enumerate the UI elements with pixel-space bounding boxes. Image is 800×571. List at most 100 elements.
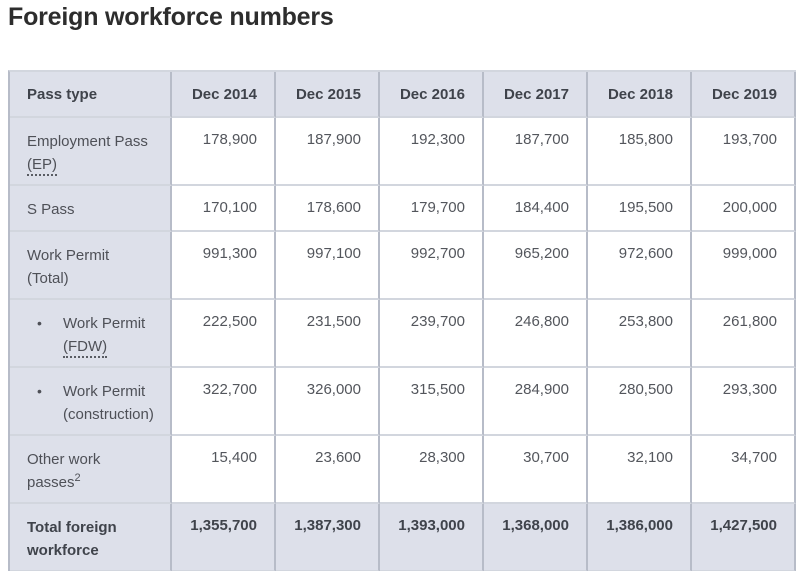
bullet-icon: •: [37, 383, 42, 399]
value-cell-dec-2016: 179,700: [380, 186, 484, 232]
table-row-work-permit-fdw: • Work Permit (FDW) 222,500 231,500 239,700 24…: [10, 300, 796, 368]
abbreviation-ep[interactable]: (EP): [27, 156, 57, 176]
row-label-line: (FDW): [63, 335, 160, 358]
row-label-cell: • Work Permit (construction): [10, 368, 172, 436]
value-cell-dec-2014: 222,500: [172, 300, 276, 368]
value-cell-dec-2019: 1,427,500: [692, 504, 796, 571]
row-label-cell: • Work Permit (FDW): [10, 300, 172, 368]
row-label-lines: S Pass: [27, 198, 160, 221]
column-header-dec-2014: Dec 2014: [172, 72, 276, 118]
value-cell-dec-2017: 184,400: [484, 186, 588, 232]
value-cell-dec-2019: 261,800: [692, 300, 796, 368]
row-label: • Work Permit (FDW): [27, 312, 160, 358]
column-header-dec-2019: Dec 2019: [692, 72, 796, 118]
value-cell-dec-2015: 326,000: [276, 368, 380, 436]
page-title: Foreign workforce numbers: [8, 3, 334, 31]
value-cell-dec-2017: 30,700: [484, 436, 588, 504]
row-label-line: (Total): [27, 267, 160, 290]
bullet-icon: •: [37, 315, 42, 331]
row-label-text: Work Permit: [63, 315, 146, 332]
row-label-text: Employment Pass: [27, 133, 148, 150]
row-label-cell: Other work passes2: [10, 436, 172, 504]
row-label-line: (construction): [63, 403, 160, 426]
row-label: Other work passes2: [27, 448, 160, 494]
row-label: Employment Pass (EP): [27, 130, 160, 176]
value-cell-dec-2018: 1,386,000: [588, 504, 692, 571]
value-cell-dec-2019: 999,000: [692, 232, 796, 300]
column-header-dec-2016: Dec 2016: [380, 72, 484, 118]
row-label-line: Total foreign: [27, 516, 160, 539]
row-label: Work Permit (Total): [27, 244, 160, 290]
column-header-dec-2017: Dec 2017: [484, 72, 588, 118]
value-cell-dec-2017: 1,368,000: [484, 504, 588, 571]
row-label-line: workforce: [27, 539, 160, 562]
table-row-employment-pass-ep: Employment Pass (EP) 178,900 187,900 192,300…: [10, 118, 796, 186]
row-label: Total foreign workforce: [27, 516, 160, 562]
value-cell-dec-2019: 293,300: [692, 368, 796, 436]
row-label-text: workforce: [27, 542, 99, 559]
row-label-line: Other work: [27, 448, 160, 471]
row-label-line: passes2: [27, 471, 160, 494]
row-label-text: Work Permit: [63, 383, 146, 400]
table-header-row: Pass type Dec 2014 Dec 2015 Dec 2016 Dec 201…: [10, 72, 796, 118]
row-label-lines: Employment Pass (EP): [27, 130, 160, 176]
table-total-row: Total foreign workforce 1,355,700 1,387,300…: [10, 504, 796, 571]
value-cell-dec-2018: 32,100: [588, 436, 692, 504]
row-label-text: S Pass: [27, 201, 75, 218]
table-body: Employment Pass (EP) 178,900 187,900 192,300…: [10, 118, 796, 571]
row-label-text: Total foreign: [27, 519, 117, 536]
table-row-work-permit-construction: • Work Permit (construction) 322,700 326,000…: [10, 368, 796, 436]
value-cell-dec-2016: 315,500: [380, 368, 484, 436]
row-label-text: Work Permit: [27, 247, 110, 264]
value-cell-dec-2017: 284,900: [484, 368, 588, 436]
row-label: • Work Permit (construction): [27, 380, 160, 426]
row-label-cell: Total foreign workforce: [10, 504, 172, 571]
value-cell-dec-2014: 991,300: [172, 232, 276, 300]
value-cell-dec-2016: 192,300: [380, 118, 484, 186]
column-header-dec-2018: Dec 2018: [588, 72, 692, 118]
row-label: S Pass: [27, 198, 160, 221]
table-row-s-pass: S Pass 170,100 178,600 179,700 184,400 195,50…: [10, 186, 796, 232]
foreign-workforce-table: Pass type Dec 2014 Dec 2015 Dec 2016 Dec 201…: [8, 70, 796, 571]
value-cell-dec-2019: 193,700: [692, 118, 796, 186]
footnote-marker: 2: [74, 472, 81, 484]
value-cell-dec-2015: 1,387,300: [276, 504, 380, 571]
value-cell-dec-2014: 322,700: [172, 368, 276, 436]
row-label-lines: Other work passes2: [27, 448, 160, 494]
value-cell-dec-2019: 34,700: [692, 436, 796, 504]
table-row-work-permit-total: Work Permit (Total) 991,300 997,100 992,700 9…: [10, 232, 796, 300]
row-label-line: Work Permit: [27, 244, 160, 267]
row-label-text: (Total): [27, 270, 69, 287]
row-label-line: Employment Pass: [27, 130, 160, 153]
value-cell-dec-2018: 195,500: [588, 186, 692, 232]
row-label-cell: Employment Pass (EP): [10, 118, 172, 186]
value-cell-dec-2018: 280,500: [588, 368, 692, 436]
value-cell-dec-2014: 170,100: [172, 186, 276, 232]
column-header-pass-type: Pass type: [10, 72, 172, 118]
value-cell-dec-2016: 1,393,000: [380, 504, 484, 571]
row-label-cell: Work Permit (Total): [10, 232, 172, 300]
row-label-line: S Pass: [27, 198, 160, 221]
value-cell-dec-2015: 23,600: [276, 436, 380, 504]
value-cell-dec-2015: 231,500: [276, 300, 380, 368]
value-cell-dec-2016: 992,700: [380, 232, 484, 300]
value-cell-dec-2015: 187,900: [276, 118, 380, 186]
value-cell-dec-2018: 972,600: [588, 232, 692, 300]
value-cell-dec-2015: 997,100: [276, 232, 380, 300]
row-label-lines: Total foreign workforce: [27, 516, 160, 562]
value-cell-dec-2014: 178,900: [172, 118, 276, 186]
column-header-dec-2015: Dec 2015: [276, 72, 380, 118]
abbreviation-fdw[interactable]: (FDW): [63, 338, 108, 358]
value-cell-dec-2017: 246,800: [484, 300, 588, 368]
table-head: Pass type Dec 2014 Dec 2015 Dec 2016 Dec 201…: [10, 72, 796, 118]
value-cell-dec-2018: 185,800: [588, 118, 692, 186]
table-row-other-work-passes: Other work passes2 15,400 23,600 28,300 30,70…: [10, 436, 796, 504]
value-cell-dec-2016: 28,300: [380, 436, 484, 504]
row-label-lines: Work Permit (Total): [27, 244, 160, 290]
row-label-line: (EP): [27, 153, 160, 176]
row-label-text: (construction): [63, 406, 154, 423]
value-cell-dec-2016: 239,700: [380, 300, 484, 368]
value-cell-dec-2017: 187,700: [484, 118, 588, 186]
row-label-cell: S Pass: [10, 186, 172, 232]
